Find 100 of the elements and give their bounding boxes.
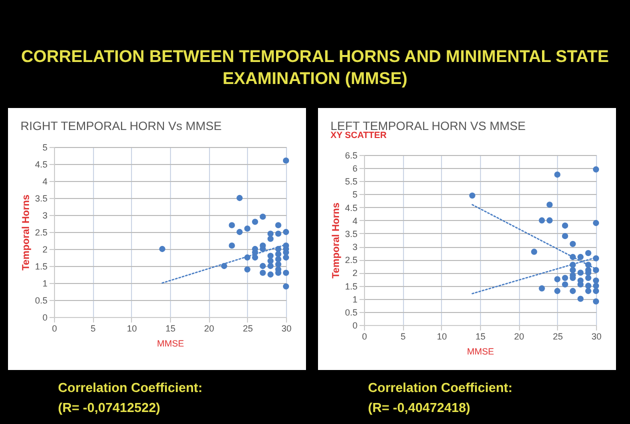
point [585,250,592,256]
text: Correlation Coefficient: [58,379,204,397]
x-tick-label: 30 [281,324,292,334]
point [275,251,282,258]
y-tick-label: 5 [352,190,358,200]
point [570,267,576,274]
y-axis-title: Temporal Horns [330,202,342,278]
y-tick-label: 2 [352,268,358,278]
y-tick-label: 5 [42,142,48,152]
point [244,266,250,272]
y-tick-label: 4.5 [34,160,48,170]
point [159,246,166,252]
point [554,172,560,178]
point [577,254,584,260]
x-tick-label: 10 [436,332,447,342]
point [252,218,258,225]
point [592,220,600,226]
y-tick-label: 2.5 [34,228,48,238]
point [282,158,290,164]
point [267,230,274,237]
chart-subtitle: XY SCATTER [330,130,388,140]
point [275,261,282,268]
point [228,222,235,228]
point [275,256,282,262]
x-tick-label: 30 [591,332,602,342]
x-tick-label: 25 [242,324,253,334]
point [546,202,553,208]
x-tick-label: 15 [165,324,176,334]
point [562,233,568,240]
point [538,285,545,292]
point [570,240,576,247]
y-axis-title: Temporal Horns [20,194,32,270]
x-tick-label: 10 [126,324,137,334]
point [592,288,600,294]
y-tick-label: 6.5 [344,150,358,160]
point [469,192,476,199]
x-axis-title: MMSE [467,346,494,356]
y-tick-label: 3 [42,210,48,220]
point [275,230,282,237]
x-tick-label: 0 [52,324,58,334]
y-tick-label: 0.5 [34,296,48,306]
y-tick-label: 2.5 [344,255,358,266]
text: (R= -0,40472418) [368,399,472,417]
point [267,236,274,242]
point [267,271,274,278]
point [585,288,592,294]
point [267,252,274,259]
x-tick-label: 20 [514,332,524,342]
point [592,282,600,289]
text: Correlation Coefficient: [368,379,514,397]
chart-title: LEFT TEMPORAL HORN VS MMSE [330,119,526,133]
y-tick-label: 5.5 [344,176,358,187]
point [275,222,282,228]
point [260,214,266,220]
x-tick-label: 5 [400,332,406,342]
point [585,274,592,281]
x-tick-label: 25 [552,332,563,342]
y-tick-label: 6 [352,164,358,174]
point [236,194,243,202]
point [538,217,545,224]
point [562,274,568,281]
x-tick-label: 0 [362,332,368,342]
x-tick-label: 5 [90,324,96,334]
point [546,217,553,224]
point [592,298,600,305]
point [282,254,290,261]
point [554,276,560,282]
point [531,248,538,255]
point [562,222,568,229]
y-tick-label: 1 [352,294,358,304]
point [260,270,266,276]
text: (R= -0,07412522) [58,399,162,417]
x-axis-title: MMSE [157,338,184,348]
y-tick-label: 3.5 [34,194,48,204]
y-tick-label: 1.5 [344,281,358,292]
y-tick-label: 0 [42,312,48,322]
y-tick-label: 2 [42,244,48,254]
x-tick-label: 20 [204,324,214,334]
point [592,166,600,172]
point [260,262,266,270]
point [252,254,258,261]
y-tick-label: 3.5 [344,228,358,239]
y-tick-label: 4 [352,216,358,226]
y-tick-label: 0.5 [344,307,358,318]
y-tick-label: 3 [352,242,358,252]
x-tick-label: 15 [475,332,486,342]
point [282,228,290,236]
point [554,288,560,294]
point [282,283,290,290]
point [592,267,600,274]
text: CORRELATION BETWEEN TEMPORAL HORNS AND MINIMENTAL STATE EXAMINATION (MMSE) [20,46,610,90]
point [228,242,235,249]
chart-title: RIGHT TEMPORAL HORN Vs MMSE [20,119,222,133]
y-tick-label: 4.5 [344,202,358,213]
point [585,282,592,289]
point [267,258,274,264]
y-tick-label: 1.5 [34,262,48,272]
point [570,288,576,294]
point [577,281,584,288]
point [562,281,568,288]
